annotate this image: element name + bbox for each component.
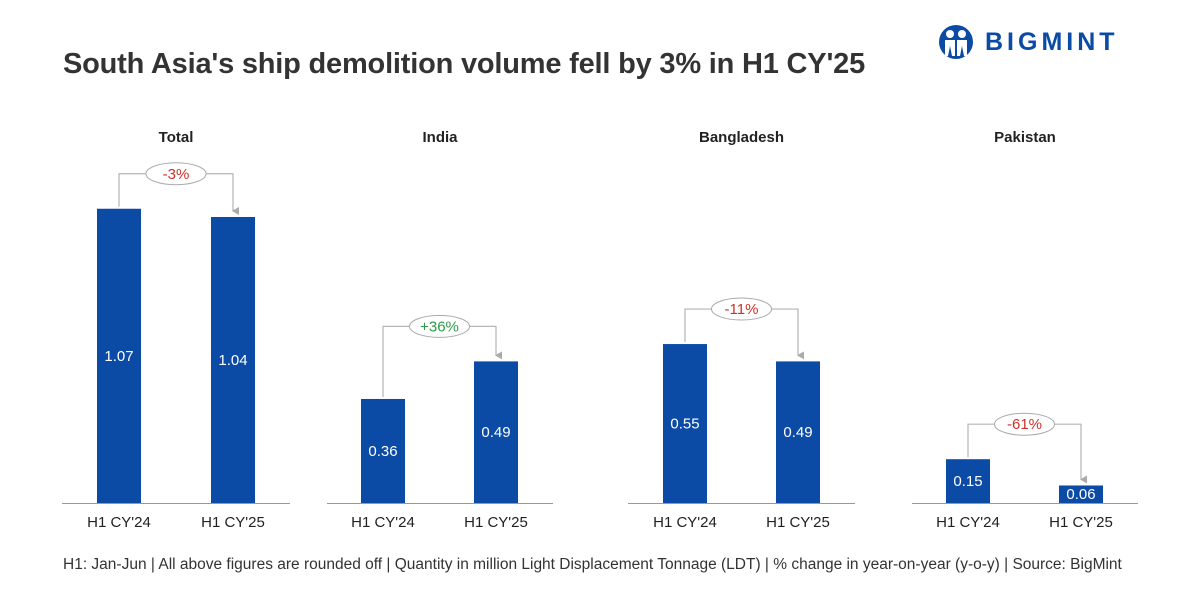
x-tick-label: H1 CY'24 [936,514,1000,531]
change-bubble [409,314,470,338]
logo-text: BIGMINT [985,27,1119,56]
change-label: -61% [1007,416,1042,433]
x-tick-label: H1 CY'24 [653,514,717,531]
change-label: -11% [725,301,759,318]
change-label: -3% [163,166,190,183]
bar [663,344,707,503]
x-tick-label: H1 CY'24 [351,514,415,531]
x-tick-label: H1 CY'25 [464,514,528,531]
bar-value-label: 1.04 [218,352,247,369]
x-tick-label: H1 CY'25 [201,514,265,531]
change-bubble [994,412,1055,436]
panel-title: Bangladesh [699,129,784,146]
bar [946,459,990,503]
bigmint-logo: BIGMINT [937,24,1119,60]
bar [776,361,820,503]
bar-value-label: 1.07 [104,348,133,365]
x-tick-label: H1 CY'25 [766,514,830,531]
footer-note: H1: Jan-Jun | All above figures are roun… [63,556,1122,573]
change-bubble [711,297,772,321]
bar [211,217,255,503]
bar [474,361,518,503]
bar-value-label: 0.36 [368,443,397,460]
bar [97,208,141,503]
bar [1059,485,1103,503]
bar [361,398,405,503]
logo-people-icon [939,25,973,59]
bar-value-label: 0.49 [481,424,510,441]
bar-value-label: 0.55 [670,416,699,433]
panel-title: Total [159,129,194,146]
change-label: +36% [420,318,459,335]
chart-title: South Asia's ship demolition volume fell… [63,48,866,80]
panel-title: Pakistan [994,129,1056,146]
panel-title: India [422,129,458,146]
x-tick-label: H1 CY'24 [87,514,151,531]
bar-value-label: 0.49 [783,424,812,441]
x-tick-label: H1 CY'25 [1049,514,1113,531]
bar-value-label: 0.06 [1066,486,1095,503]
bar-value-label: 0.15 [953,473,982,490]
change-bubble [145,162,207,186]
